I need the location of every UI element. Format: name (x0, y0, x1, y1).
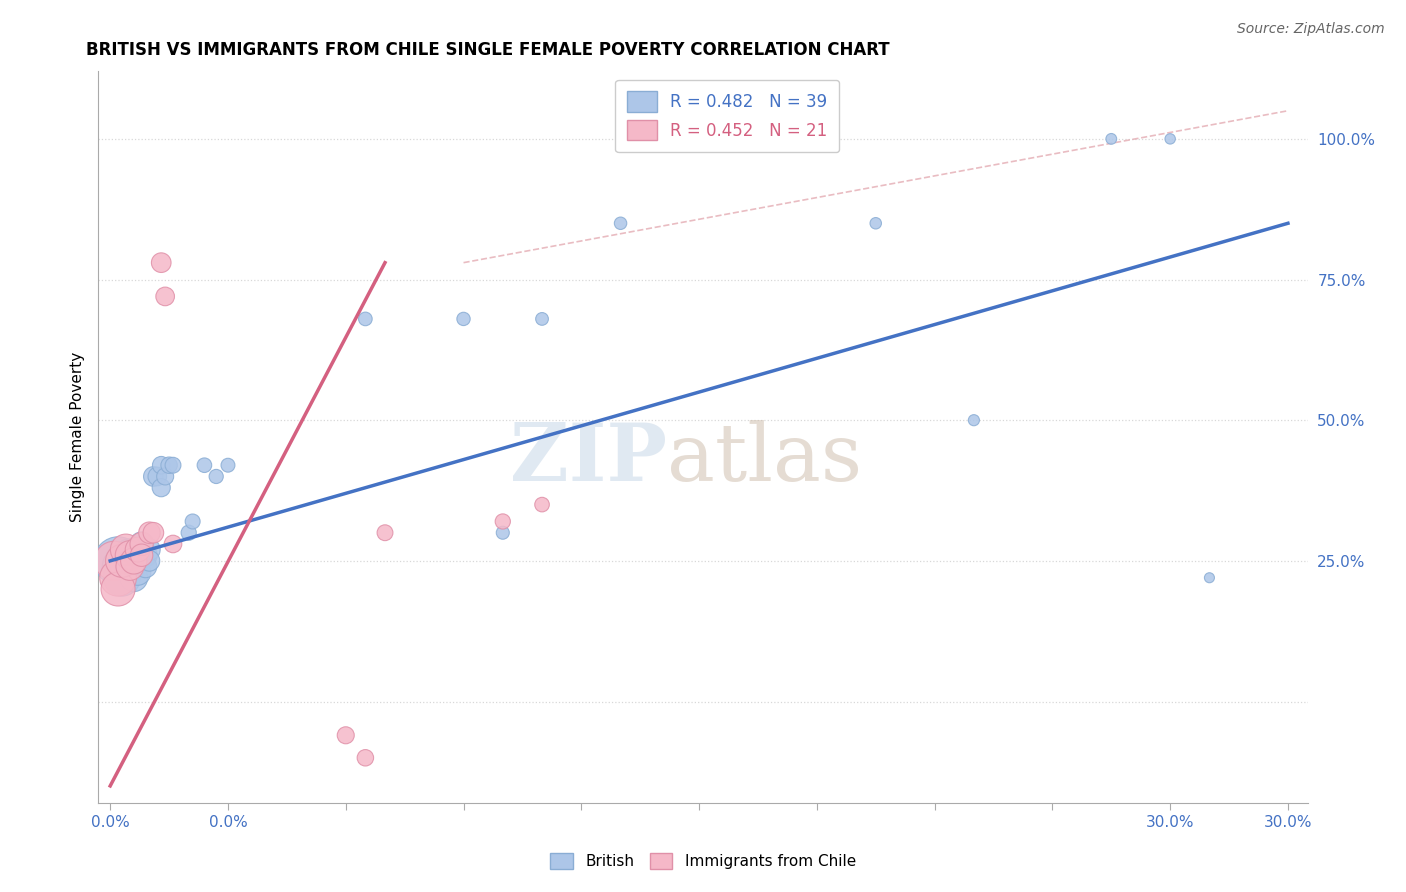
Point (354, 751, 377, 765)
Point (150, 458, 173, 473)
Point (115, 542, 138, 557)
Point (181, 515, 204, 529)
Point (142, 525, 165, 540)
Point (727, 132, 749, 146)
Point (150, 255, 173, 269)
Y-axis label: Single Female Poverty: Single Female Poverty (69, 352, 84, 522)
Point (131, 548, 153, 562)
Point (374, 525, 396, 540)
Point (150, 481, 173, 495)
Point (138, 554, 160, 568)
Point (122, 554, 145, 568)
Text: atlas: atlas (666, 420, 862, 498)
Point (1099, 132, 1122, 146)
Point (107, 582, 129, 596)
Point (118, 548, 141, 562)
Point (135, 548, 157, 562)
Text: Source: ZipAtlas.com: Source: ZipAtlas.com (1237, 22, 1385, 37)
Point (107, 554, 129, 568)
Legend: British, Immigrants from Chile: British, Immigrants from Chile (544, 847, 862, 875)
Point (157, 458, 180, 473)
Point (131, 537, 153, 551)
Point (217, 458, 239, 473)
Point (135, 559, 157, 574)
Point (111, 554, 134, 568)
Point (146, 469, 169, 483)
Point (453, 312, 475, 326)
Point (354, 312, 377, 326)
Point (127, 542, 149, 557)
Point (153, 469, 176, 483)
Point (118, 548, 141, 562)
Point (138, 542, 160, 557)
Point (162, 537, 184, 551)
Point (107, 571, 129, 585)
Text: ZIP: ZIP (510, 420, 666, 498)
Point (127, 565, 149, 579)
Point (786, 132, 808, 146)
Point (103, 554, 125, 568)
Point (1198, 571, 1220, 585)
Point (205, 469, 228, 483)
Point (115, 554, 138, 568)
Point (865, 216, 887, 230)
Point (1159, 132, 1181, 146)
Point (335, 728, 357, 742)
Point (142, 469, 165, 483)
Point (122, 571, 145, 585)
Point (492, 525, 515, 540)
Point (127, 548, 149, 562)
Point (122, 554, 145, 568)
Point (111, 559, 134, 574)
Point (177, 525, 200, 540)
Point (118, 559, 141, 574)
Point (111, 571, 134, 585)
Point (531, 312, 554, 326)
Point (609, 216, 631, 230)
Legend: R = 0.482   N = 39, R = 0.452   N = 21: R = 0.482 N = 39, R = 0.452 N = 21 (616, 79, 839, 152)
Point (138, 525, 160, 540)
Point (963, 413, 986, 427)
Point (193, 458, 215, 473)
Point (118, 559, 141, 574)
Point (153, 289, 176, 303)
Point (131, 537, 153, 551)
Text: BRITISH VS IMMIGRANTS FROM CHILE SINGLE FEMALE POVERTY CORRELATION CHART: BRITISH VS IMMIGRANTS FROM CHILE SINGLE … (86, 41, 890, 59)
Point (162, 458, 184, 473)
Point (531, 498, 554, 512)
Point (492, 515, 515, 529)
